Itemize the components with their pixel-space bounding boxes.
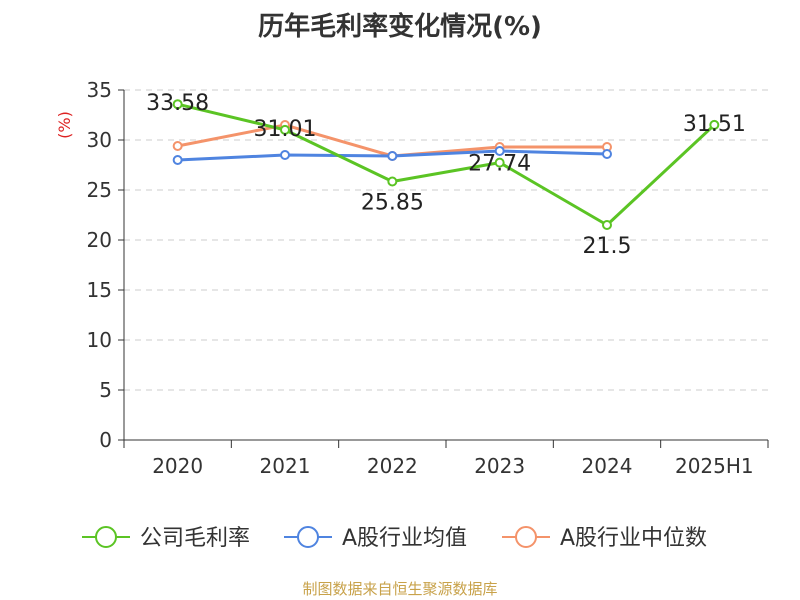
legend-item: A股行业中位数	[502, 526, 707, 551]
data-point	[602, 220, 612, 230]
data-point	[387, 176, 398, 187]
legend-item: A股行业均值	[284, 526, 467, 551]
legend-swatch-marker	[515, 526, 537, 548]
legend-label: A股行业中位数	[560, 526, 707, 551]
data-point	[280, 150, 290, 160]
data-label: 27.74	[468, 152, 531, 177]
data-label: 25.85	[361, 191, 424, 216]
y-tick-label: 30	[87, 128, 112, 152]
data-label: 33.58	[146, 91, 209, 116]
data-labels: 33.58 31.01 25.85 27.74 21.5 31.51	[146, 91, 746, 259]
grid-lines	[124, 89, 768, 391]
legend-label: A股行业均值	[342, 526, 467, 551]
data-point	[602, 149, 612, 159]
data-point	[387, 151, 398, 161]
data-point	[172, 141, 183, 151]
y-tick-label: 25	[87, 178, 112, 202]
data-point	[709, 119, 720, 130]
data-point	[172, 99, 183, 110]
x-tick-label: 2023	[474, 454, 525, 478]
data-label: 31.51	[683, 112, 746, 137]
y-tick-label: 20	[87, 228, 112, 252]
legend-label: 公司毛利率	[140, 526, 250, 551]
x-tick-label: 2020	[152, 454, 203, 478]
legend-item: 公司毛利率	[82, 526, 250, 551]
source-note: 制图数据来自恒生聚源数据库	[302, 580, 498, 598]
data-point	[494, 157, 505, 168]
series-line-0	[177, 102, 716, 227]
legend: 公司毛利率 A股行业均值 A股行业中位数	[82, 526, 707, 551]
data-label: 31.01	[254, 117, 317, 142]
chart-title: 历年毛利率变化情况(%)	[258, 12, 542, 42]
y-tick-label: 10	[87, 328, 112, 352]
data-point	[494, 146, 505, 156]
series-lines	[172, 99, 720, 230]
x-tick-label: 2024	[582, 454, 633, 478]
legend-swatch-marker	[297, 526, 319, 548]
x-tick-label: 2025H1	[675, 454, 754, 478]
data-label: 21.5	[583, 234, 632, 259]
x-tick-label: 2021	[260, 454, 311, 478]
data-point	[280, 124, 290, 135]
legend-swatch-marker	[95, 526, 117, 548]
y-axis-title: (%)	[55, 111, 74, 139]
y-tick-label: 35	[87, 78, 112, 102]
data-point	[172, 155, 183, 165]
axes: 0 5 10 15 20 25 30 35 2020 2021 2022 2023 2024 2025H1…	[55, 78, 769, 478]
y-tick-label: 15	[87, 278, 112, 302]
x-tick-label: 2022	[367, 454, 418, 478]
y-tick-label: 0	[99, 428, 112, 452]
y-tick-label: 5	[99, 378, 112, 402]
